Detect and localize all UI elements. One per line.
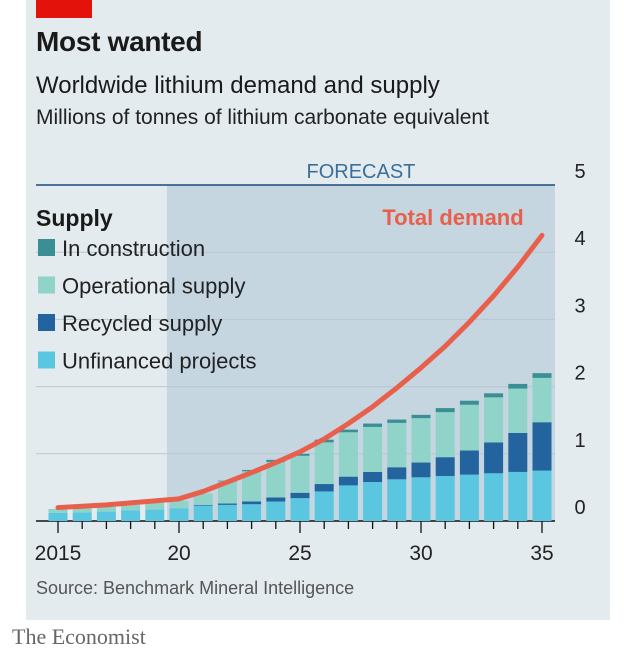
y-tick-label: 2 [574, 363, 585, 385]
bar-in-construction [338, 429, 358, 433]
legend-swatch [38, 351, 55, 369]
bar-unfinanced-projects [169, 508, 189, 521]
legend-swatch [38, 314, 55, 331]
bar-recycled-supply [242, 501, 262, 505]
bar-in-construction [484, 393, 504, 398]
bar-unfinanced-projects [314, 491, 334, 521]
bar-operational-supply [314, 442, 334, 485]
bar-operational-supply [411, 418, 431, 463]
bar-unfinanced-projects [484, 473, 504, 521]
publisher-brand: The Economist [12, 624, 146, 649]
bar-operational-supply [435, 412, 455, 458]
bar-unfinanced-projects [72, 512, 92, 521]
chart-units: Millions of tonnes of lithium carbonate … [36, 106, 489, 129]
bar-unfinanced-projects [145, 509, 165, 521]
bar-unfinanced-projects [363, 482, 383, 521]
bar-unfinanced-projects [193, 505, 213, 521]
bar-unfinanced-projects [121, 510, 141, 521]
bar-recycled-supply [435, 457, 455, 476]
bar-recycled-supply [314, 484, 334, 492]
y-tick-label: 3 [574, 295, 585, 317]
x-tick-label: 35 [530, 542, 553, 565]
bar-unfinanced-projects [508, 471, 528, 521]
legend-title: Supply [36, 205, 113, 231]
bar-operational-supply [387, 422, 407, 468]
bar-recycled-supply [290, 492, 310, 499]
x-tick-label: 20 [167, 542, 190, 565]
bar-operational-supply [48, 508, 68, 513]
bar-recycled-supply [508, 432, 528, 472]
bar-operational-supply [508, 388, 528, 433]
bar-unfinanced-projects [459, 474, 479, 521]
legend-item: Operational supply [62, 274, 245, 299]
bar-unfinanced-projects [387, 479, 407, 521]
bar-in-construction [411, 414, 431, 419]
bar-in-construction [363, 423, 383, 427]
bar-operational-supply [532, 377, 552, 423]
y-tick-label: 0 [574, 497, 585, 519]
bar-operational-supply [169, 500, 189, 509]
bar-in-construction [532, 373, 552, 378]
bar-recycled-supply [363, 471, 383, 483]
bar-in-construction [459, 400, 479, 405]
bar-recycled-supply [532, 422, 552, 471]
bar-operational-supply [217, 481, 237, 504]
bar-recycled-supply [459, 450, 479, 475]
bar-unfinanced-projects [217, 504, 237, 521]
x-tick-label: 2015 [35, 542, 82, 565]
bar-unfinanced-projects [96, 511, 116, 521]
bar-in-construction [435, 408, 455, 413]
legend-swatch [38, 239, 55, 256]
bar-unfinanced-projects [532, 470, 552, 521]
x-tick-label: 25 [288, 542, 311, 565]
y-tick-label: 4 [574, 228, 585, 250]
total-demand-line [55, 232, 545, 511]
chart-subtitle: Worldwide lithium demand and supply [36, 72, 440, 99]
bar-operational-supply [363, 426, 383, 472]
bar-unfinanced-projects [266, 501, 286, 521]
bar-operational-supply [266, 461, 286, 498]
bar-operational-supply [242, 471, 262, 502]
bar-unfinanced-projects [338, 485, 358, 521]
bar-operational-supply [338, 432, 358, 477]
bar-recycled-supply [484, 442, 504, 474]
forecast-label: FORECAST [306, 161, 415, 183]
bar-operational-supply [290, 455, 310, 493]
bar-recycled-supply [217, 503, 237, 505]
bar-in-construction [290, 453, 310, 456]
y-tick-label: 1 [574, 430, 585, 452]
total-demand-label: Total demand [382, 205, 523, 230]
bar-operational-supply [459, 404, 479, 451]
lithium-chart: FORECAST 0 1 2 3 4 5 Total demand 2015 20 25 30 35 Su… [35, 161, 586, 565]
bar-operational-supply [96, 506, 116, 512]
legend-item: In construction [62, 236, 205, 261]
bar-operational-supply [72, 508, 92, 513]
chart-title: Most wanted [36, 26, 203, 57]
bar-recycled-supply [193, 504, 213, 506]
bar-unfinanced-projects [435, 475, 455, 521]
legend-swatch [38, 276, 55, 294]
x-tick-label: 30 [409, 542, 432, 565]
bar-in-construction [387, 419, 407, 423]
bar-unfinanced-projects [242, 504, 262, 521]
bar-unfinanced-projects [290, 498, 310, 521]
source-note: Source: Benchmark Mineral Intelligence [36, 578, 355, 598]
bar-unfinanced-projects [48, 512, 68, 521]
legend-item: Recycled supply [62, 311, 222, 336]
bar-operational-supply [145, 502, 165, 510]
legend-item: Unfinanced projects [62, 349, 256, 374]
bar-recycled-supply [338, 476, 358, 486]
bar-recycled-supply [411, 462, 431, 478]
bar-recycled-supply [266, 497, 286, 502]
y-tick-label: 5 [574, 161, 585, 183]
bar-operational-supply [484, 397, 504, 443]
bar-operational-supply [193, 493, 213, 505]
brand-red-tag [36, 0, 92, 18]
bar-unfinanced-projects [411, 477, 431, 521]
bar-recycled-supply [387, 467, 407, 480]
bar-in-construction [508, 383, 528, 389]
bar-operational-supply [121, 504, 141, 511]
